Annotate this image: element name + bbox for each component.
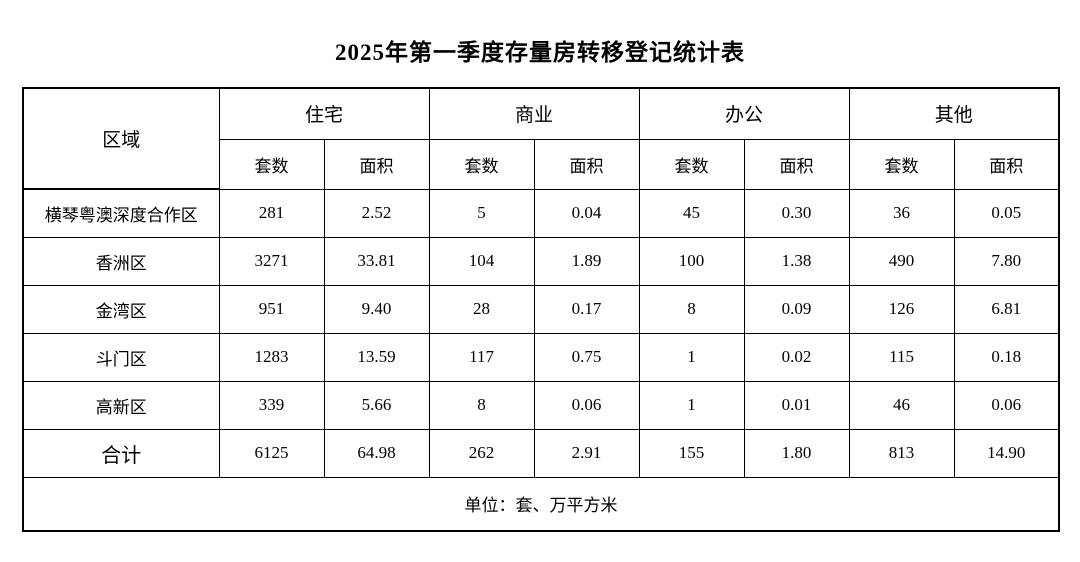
table-row-doumen: 斗门区 1283 13.59 117 0.75 1 0.02 115 0.18 — [22, 332, 1060, 382]
cell-value: 33.81 — [323, 236, 430, 286]
cell-value: 0.30 — [743, 188, 850, 238]
subheader-office-area: 面积 — [743, 138, 850, 190]
cell-value: 36 — [848, 188, 955, 238]
cell-value: 1283 — [218, 332, 325, 382]
cell-value: 0.18 — [953, 332, 1060, 382]
cell-value: 0.06 — [533, 380, 640, 430]
cell-value: 14.90 — [953, 428, 1060, 478]
cell-value: 13.59 — [323, 332, 430, 382]
cell-value: 28 — [428, 284, 535, 334]
cell-value: 9.40 — [323, 284, 430, 334]
cell-value: 64.98 — [323, 428, 430, 478]
subheader-residential-area: 面积 — [323, 138, 430, 190]
cell-value: 155 — [638, 428, 745, 478]
subheader-commercial-units: 套数 — [428, 138, 535, 190]
cell-value: 45 — [638, 188, 745, 238]
table-row-total: 合计 6125 64.98 262 2.91 155 1.80 813 14.9… — [22, 428, 1060, 478]
cell-value: 2.52 — [323, 188, 430, 238]
cell-value: 262 — [428, 428, 535, 478]
cell-value: 951 — [218, 284, 325, 334]
cell-value: 46 — [848, 380, 955, 430]
column-group-commercial: 商业 — [428, 87, 640, 140]
table-row-gaoxin: 高新区 339 5.66 8 0.06 1 0.01 46 0.06 — [22, 380, 1060, 430]
cell-value: 0.17 — [533, 284, 640, 334]
cell-value: 100 — [638, 236, 745, 286]
cell-value: 115 — [848, 332, 955, 382]
unit-note: 单位：套、万平方米 — [22, 476, 1060, 532]
cell-value: 0.09 — [743, 284, 850, 334]
cell-value: 1.38 — [743, 236, 850, 286]
column-group-office: 办公 — [638, 87, 850, 140]
cell-value: 3271 — [218, 236, 325, 286]
cell-value: 8 — [428, 380, 535, 430]
cell-value: 1.89 — [533, 236, 640, 286]
cell-value: 1.80 — [743, 428, 850, 478]
table-row-jinwan: 金湾区 951 9.40 28 0.17 8 0.09 126 6.81 — [22, 284, 1060, 334]
cell-value: 281 — [218, 188, 325, 238]
table-row-hengqin: 横琴粤澳深度合作区 281 2.52 5 0.04 45 0.30 36 0.0… — [22, 188, 1060, 238]
cell-value: 1 — [638, 380, 745, 430]
subheader-other-units: 套数 — [848, 138, 955, 190]
region-label: 香洲区 — [22, 236, 220, 286]
cell-value: 1 — [638, 332, 745, 382]
cell-value: 117 — [428, 332, 535, 382]
cell-value: 0.75 — [533, 332, 640, 382]
header-sub-row: 套数 面积 套数 面积 套数 面积 套数 面积 — [23, 138, 1060, 190]
cell-value: 813 — [848, 428, 955, 478]
cell-value: 6.81 — [953, 284, 1060, 334]
cell-value: 0.01 — [743, 380, 850, 430]
column-group-residential: 住宅 — [218, 87, 430, 140]
subheader-commercial-area: 面积 — [533, 138, 640, 190]
column-group-other: 其他 — [848, 87, 1060, 140]
cell-value: 0.02 — [743, 332, 850, 382]
cell-value: 2.91 — [533, 428, 640, 478]
cell-value: 5 — [428, 188, 535, 238]
header-group-row: 区域 住宅 商业 办公 其他 — [22, 87, 1060, 190]
cell-value: 126 — [848, 284, 955, 334]
cell-value: 0.04 — [533, 188, 640, 238]
column-header-region: 区域 — [22, 87, 220, 190]
total-label: 合计 — [22, 428, 220, 478]
cell-value: 0.05 — [953, 188, 1060, 238]
cell-value: 7.80 — [953, 236, 1060, 286]
cell-value: 0.06 — [953, 380, 1060, 430]
subheader-office-units: 套数 — [638, 138, 745, 190]
page-title: 2025年第一季度存量房转移登记统计表 — [335, 40, 745, 65]
subheader-other-area: 面积 — [953, 138, 1060, 190]
region-label: 横琴粤澳深度合作区 — [22, 188, 220, 238]
cell-value: 339 — [218, 380, 325, 430]
region-label: 高新区 — [22, 380, 220, 430]
region-label: 金湾区 — [22, 284, 220, 334]
cell-value: 8 — [638, 284, 745, 334]
statistics-table: 区域 住宅 商业 办公 其他 套数 面积 套数 面积 套数 面积 套数 面积 横… — [22, 87, 1061, 532]
cell-value: 490 — [848, 236, 955, 286]
cell-value: 104 — [428, 236, 535, 286]
cell-value: 6125 — [218, 428, 325, 478]
table-row-xiangzhou: 香洲区 3271 33.81 104 1.89 100 1.38 490 7.8… — [22, 236, 1060, 286]
subheader-residential-units: 套数 — [218, 138, 325, 190]
cell-value: 5.66 — [323, 380, 430, 430]
region-label: 斗门区 — [22, 332, 220, 382]
table-footer-row: 单位：套、万平方米 — [22, 476, 1060, 532]
